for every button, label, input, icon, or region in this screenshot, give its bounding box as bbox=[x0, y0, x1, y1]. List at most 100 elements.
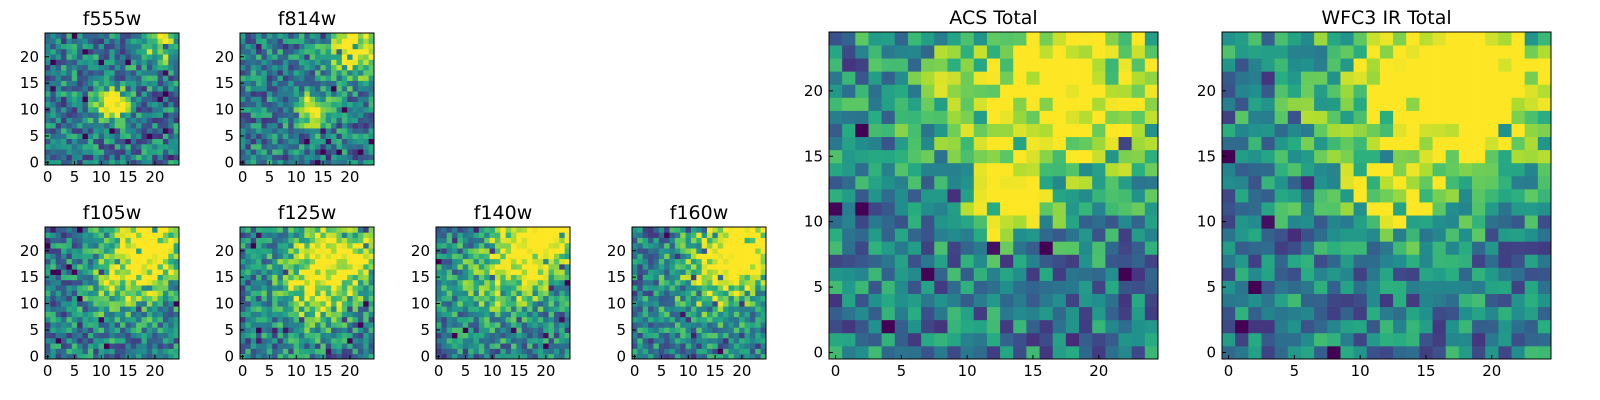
heatmap-cell bbox=[125, 143, 132, 150]
heatmap-cell bbox=[632, 337, 638, 344]
heatmap-cell bbox=[452, 279, 458, 286]
heatmap-cell bbox=[250, 138, 257, 145]
heatmap-cell bbox=[674, 311, 681, 318]
heatmap-cell bbox=[298, 159, 305, 166]
heatmap-cell bbox=[1485, 228, 1499, 242]
heatmap-cell bbox=[532, 295, 539, 302]
heatmap-cell bbox=[55, 279, 62, 286]
heatmap-cell bbox=[261, 242, 268, 249]
heatmap-cell bbox=[50, 343, 57, 349]
heatmap-cell bbox=[277, 80, 284, 87]
heatmap-cell bbox=[1144, 319, 1159, 334]
heatmap-cell bbox=[272, 133, 278, 139]
heatmap-cell bbox=[363, 122, 370, 129]
heatmap-cell bbox=[272, 96, 278, 103]
heatmap-cell bbox=[462, 227, 469, 233]
heatmap-cell bbox=[712, 242, 719, 249]
heatmap-cell bbox=[881, 123, 896, 138]
heatmap-cell bbox=[1039, 293, 1054, 308]
heatmap-cell bbox=[960, 332, 975, 347]
heatmap-cell bbox=[304, 106, 311, 113]
heatmap-cell bbox=[733, 332, 740, 339]
heatmap-cell bbox=[66, 311, 73, 318]
heatmap-cell bbox=[320, 285, 327, 291]
heatmap-cell bbox=[696, 300, 703, 307]
heatmap-cell bbox=[658, 306, 665, 312]
panel-title: f555w bbox=[83, 8, 142, 30]
heatmap-cell bbox=[973, 280, 988, 294]
heatmap-cell bbox=[93, 106, 99, 113]
heatmap-cell bbox=[1472, 280, 1486, 294]
heatmap-cell bbox=[309, 343, 316, 349]
heatmap-cell bbox=[304, 332, 311, 339]
heatmap-cell bbox=[331, 159, 337, 166]
heatmap-cell bbox=[114, 54, 121, 60]
heatmap-cell bbox=[868, 241, 883, 255]
heatmap-cell bbox=[256, 38, 262, 44]
heatmap-cell bbox=[553, 295, 560, 302]
heatmap-cell bbox=[986, 267, 1001, 281]
heatmap-cell bbox=[733, 269, 740, 275]
heatmap-cell bbox=[256, 69, 262, 76]
heatmap-cell bbox=[261, 112, 268, 118]
heatmap-cell bbox=[315, 133, 321, 139]
heatmap-cell bbox=[632, 279, 638, 286]
heatmap-cell bbox=[1052, 71, 1067, 85]
heatmap-cell bbox=[357, 59, 364, 66]
heatmap-cell bbox=[760, 316, 767, 323]
heatmap-cell bbox=[266, 138, 273, 145]
heatmap-cell bbox=[82, 38, 89, 44]
heatmap-cell bbox=[256, 122, 262, 129]
heatmap-cell bbox=[559, 316, 566, 323]
heatmap-cell bbox=[130, 290, 137, 297]
heatmap-cell bbox=[320, 327, 327, 333]
heatmap-cell bbox=[1511, 280, 1526, 294]
heatmap-cell bbox=[511, 290, 517, 297]
heatmap-cell bbox=[55, 232, 62, 238]
heatmap-cell bbox=[120, 43, 126, 50]
heatmap-cell bbox=[1013, 319, 1027, 334]
heatmap-cell bbox=[114, 290, 121, 297]
heatmap-cell bbox=[103, 332, 110, 339]
heatmap-cell bbox=[331, 154, 337, 161]
heatmap-cell bbox=[331, 263, 337, 270]
heatmap-cell bbox=[66, 38, 73, 44]
heatmap-cell bbox=[368, 91, 375, 97]
heatmap-cell bbox=[71, 279, 78, 286]
heatmap-cell bbox=[648, 300, 654, 307]
heatmap-cell bbox=[272, 85, 278, 92]
heatmap-cell bbox=[755, 332, 762, 339]
heatmap-cell bbox=[103, 269, 110, 275]
heatmap-cell bbox=[701, 343, 708, 349]
heatmap-cell bbox=[1013, 32, 1027, 46]
heatmap-cell bbox=[87, 311, 94, 318]
heatmap-cell bbox=[1039, 32, 1054, 46]
heatmap-cell bbox=[325, 91, 332, 97]
heatmap-cell bbox=[441, 232, 448, 238]
heatmap-cell bbox=[1498, 188, 1512, 203]
heatmap-cell bbox=[921, 293, 935, 308]
heatmap-cell bbox=[61, 258, 67, 265]
heatmap-cell bbox=[894, 267, 909, 281]
heatmap-cell bbox=[277, 279, 284, 286]
heatmap-cell bbox=[1406, 319, 1420, 334]
heatmap-cell bbox=[494, 237, 501, 244]
heatmap-cell bbox=[1105, 188, 1119, 203]
heatmap-cell bbox=[527, 337, 533, 344]
heatmap-cell bbox=[66, 128, 73, 134]
y-tick-label: 20 bbox=[411, 242, 430, 260]
heatmap-cell bbox=[642, 263, 649, 270]
heatmap-cell bbox=[368, 101, 375, 108]
heatmap-cell bbox=[1065, 162, 1080, 177]
heatmap-cell bbox=[315, 91, 321, 97]
heatmap-cell bbox=[266, 322, 273, 328]
y-tick-label: 0 bbox=[420, 347, 430, 365]
heatmap-cell bbox=[363, 295, 370, 302]
heatmap-cell bbox=[336, 91, 343, 97]
heatmap-cell bbox=[162, 154, 169, 161]
heatmap-cell bbox=[1013, 136, 1027, 151]
heatmap-cell bbox=[648, 295, 654, 302]
heatmap-cell bbox=[245, 295, 252, 302]
heatmap-cell bbox=[157, 316, 164, 323]
heatmap-cell bbox=[357, 69, 364, 76]
